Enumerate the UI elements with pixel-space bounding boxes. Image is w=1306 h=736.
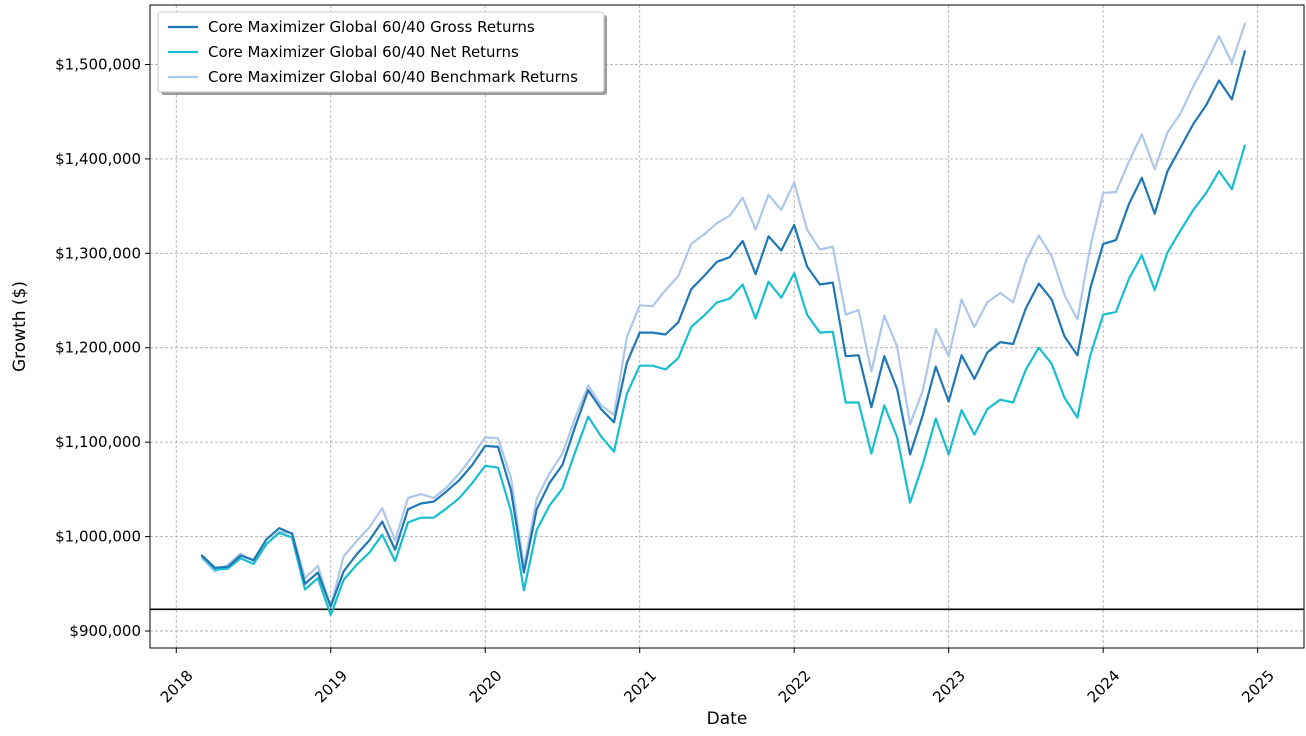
y-axis-label: Growth ($) <box>10 281 30 372</box>
x-tick-label: 2019 <box>311 667 351 707</box>
y-tick-label: $1,400,000 <box>55 150 141 168</box>
plot-frame <box>149 4 1305 649</box>
x-tick-label: 2025 <box>1238 667 1278 707</box>
series-layer <box>200 22 1246 617</box>
x-tick-label: 2022 <box>775 667 815 707</box>
y-tick-label: $1,300,000 <box>55 244 141 262</box>
series-line-3 <box>200 22 1246 608</box>
y-tick-label: $1,500,000 <box>55 55 141 73</box>
y-tick-label: $900,000 <box>69 622 141 640</box>
y-tick-label: $1,000,000 <box>55 528 141 546</box>
x-tick-label: 2021 <box>620 667 660 707</box>
legend-label-1: Core Maximizer Global 60/40 Gross Return… <box>208 18 535 36</box>
x-tick-label: 2018 <box>157 667 197 707</box>
legend-label-3: Core Maximizer Global 60/40 Benchmark Re… <box>208 68 578 86</box>
x-axis-label: Date <box>707 709 748 729</box>
grid-layer <box>150 5 1304 648</box>
legend-label-2: Core Maximizer Global 60/40 Net Returns <box>208 43 519 61</box>
y-tick-label: $1,100,000 <box>55 433 141 451</box>
y-tick-label: $1,200,000 <box>55 339 141 357</box>
x-axis: 2018 2019 2020 2021 2022 2023 2024 2025 <box>157 648 1278 706</box>
series-line-2 <box>200 144 1246 617</box>
legend-box <box>157 11 605 93</box>
x-tick-label: 2020 <box>466 667 506 707</box>
y-axis: $900,000 $1,000,000 $1,100,000 $1,200,000 $1… <box>55 55 150 640</box>
x-tick-label: 2024 <box>1084 667 1124 707</box>
x-tick-label: 2023 <box>929 667 969 707</box>
legend: Core Maximizer Global 60/40 Gross Return… <box>157 11 607 95</box>
series-line-1 <box>200 50 1246 608</box>
